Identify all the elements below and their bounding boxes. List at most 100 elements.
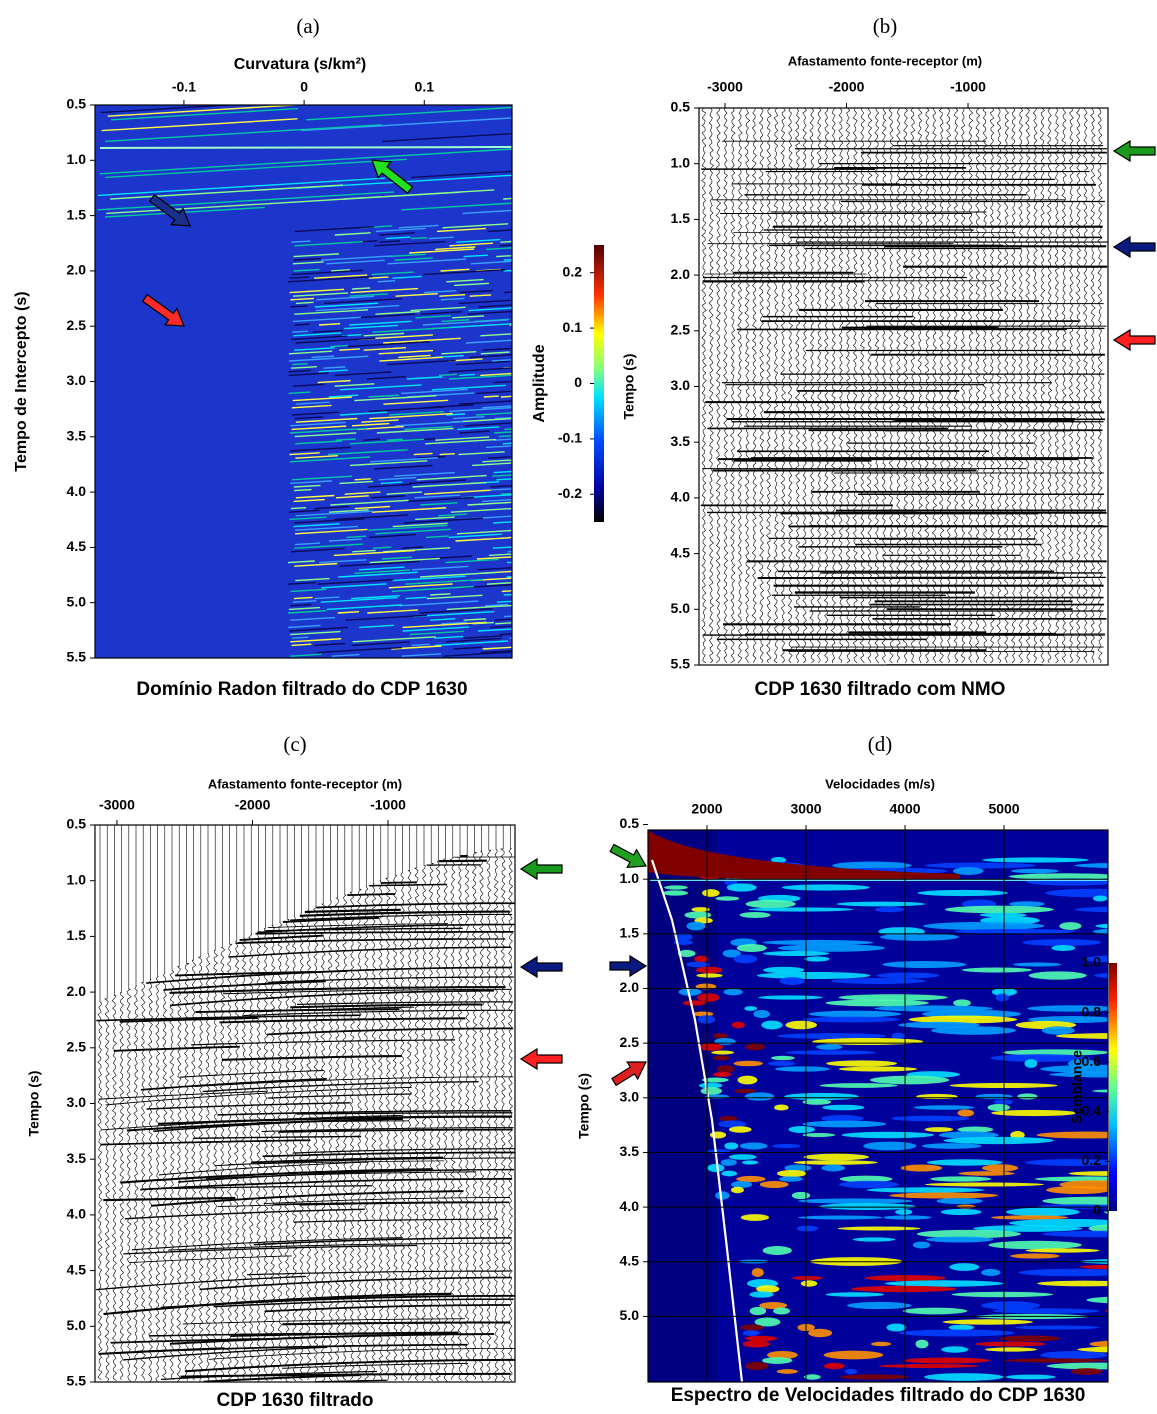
y-tick-label: 5.0 bbox=[67, 593, 87, 609]
event bbox=[469, 294, 492, 297]
panel-title: CDP 1630 filtrado bbox=[217, 1390, 374, 1411]
colorbar-tick-label: 0 bbox=[574, 374, 582, 390]
semblance-blob bbox=[796, 1225, 818, 1232]
event bbox=[221, 1054, 402, 1061]
event bbox=[295, 337, 376, 344]
y-tick-label: 5.0 bbox=[67, 1317, 87, 1333]
x-tick-label: 4000 bbox=[889, 801, 920, 817]
event bbox=[379, 476, 417, 481]
semblance-blob bbox=[883, 1215, 932, 1220]
event bbox=[412, 481, 487, 488]
semblance-blob bbox=[723, 988, 743, 996]
event bbox=[289, 452, 320, 456]
semblance-blob bbox=[916, 1229, 1022, 1239]
event bbox=[96, 1014, 361, 1022]
event bbox=[314, 302, 379, 308]
semblance-blob bbox=[819, 1203, 916, 1210]
colorbar-label: Amplitude bbox=[531, 344, 548, 422]
event bbox=[493, 431, 512, 434]
semblance-blob bbox=[1025, 1248, 1100, 1253]
x-tick-label: 3000 bbox=[790, 801, 821, 817]
semblance-blob bbox=[832, 861, 912, 870]
semblance-blob bbox=[715, 896, 740, 901]
semblance-blob bbox=[852, 1237, 896, 1242]
semblance-blob bbox=[715, 1191, 730, 1200]
event bbox=[334, 232, 371, 236]
event bbox=[293, 253, 339, 258]
semblance-blob bbox=[866, 1187, 985, 1193]
semblance-blob bbox=[745, 1361, 769, 1371]
semblance-blob bbox=[823, 1362, 845, 1370]
event bbox=[295, 417, 358, 423]
event bbox=[463, 618, 486, 621]
event bbox=[437, 227, 486, 233]
event bbox=[292, 330, 309, 333]
event bbox=[317, 578, 394, 585]
semblance-blob bbox=[1022, 939, 1102, 946]
y-tick-label: 1.0 bbox=[67, 871, 87, 887]
y-axis-label: Tempo (s) bbox=[576, 1073, 592, 1139]
semblance-blob bbox=[1018, 1268, 1108, 1277]
semblance-blob bbox=[1008, 1218, 1108, 1228]
semblance-blob bbox=[1028, 971, 1087, 980]
x-tick-label: -2000 bbox=[235, 797, 271, 813]
semblance-blob bbox=[961, 967, 1032, 973]
semblance-blob bbox=[744, 1043, 766, 1051]
event bbox=[430, 593, 451, 596]
trace bbox=[1075, 108, 1082, 664]
semblance-blob bbox=[1051, 944, 1076, 952]
semblance-blob bbox=[975, 1093, 1013, 1100]
event bbox=[441, 319, 470, 323]
event bbox=[371, 271, 414, 276]
event bbox=[290, 638, 342, 643]
semblance-blob bbox=[1095, 923, 1108, 929]
semblance-blob bbox=[736, 1175, 766, 1183]
trace bbox=[255, 825, 262, 1382]
semblance-blob bbox=[1010, 1131, 1025, 1139]
event bbox=[395, 292, 438, 297]
semblance-blob bbox=[803, 1153, 870, 1161]
event bbox=[377, 280, 396, 283]
semblance-blob bbox=[924, 1127, 954, 1132]
event bbox=[374, 464, 433, 470]
event bbox=[368, 524, 448, 531]
y-tick-label: 0.5 bbox=[67, 96, 87, 112]
semblance-blob bbox=[938, 1131, 999, 1139]
x-tick-label: 2000 bbox=[691, 801, 722, 817]
arrow bbox=[1112, 235, 1156, 259]
event bbox=[386, 359, 456, 366]
event bbox=[120, 1168, 433, 1184]
semblance-blob bbox=[678, 988, 702, 996]
event bbox=[383, 337, 461, 344]
y-tick-label: 1.0 bbox=[671, 154, 691, 170]
event bbox=[100, 105, 240, 114]
trace bbox=[226, 825, 233, 1382]
event bbox=[96, 1275, 307, 1291]
event bbox=[294, 309, 369, 315]
y-tick-label: 5.5 bbox=[671, 656, 691, 672]
semblance-blob bbox=[766, 1350, 798, 1360]
event bbox=[123, 1346, 328, 1361]
y-tick-label: 1.0 bbox=[620, 870, 640, 886]
semblance-blob bbox=[825, 999, 930, 1007]
semblance-blob bbox=[837, 1226, 921, 1231]
event bbox=[103, 1292, 452, 1316]
event bbox=[99, 148, 512, 175]
event bbox=[370, 457, 438, 463]
event bbox=[463, 635, 503, 639]
semblance-blob bbox=[926, 1159, 1003, 1166]
event bbox=[482, 347, 512, 351]
event bbox=[151, 1190, 464, 1207]
event bbox=[290, 427, 367, 434]
semblance-blob bbox=[981, 1268, 1001, 1277]
event bbox=[455, 536, 512, 542]
event bbox=[490, 625, 512, 629]
event bbox=[459, 289, 493, 294]
event bbox=[441, 351, 477, 355]
event bbox=[222, 988, 511, 995]
event bbox=[398, 354, 431, 359]
semblance-blob bbox=[739, 911, 771, 919]
arrow bbox=[609, 954, 648, 978]
event bbox=[323, 298, 402, 305]
colorbar-tick-label: 0.2 bbox=[1082, 1152, 1102, 1168]
